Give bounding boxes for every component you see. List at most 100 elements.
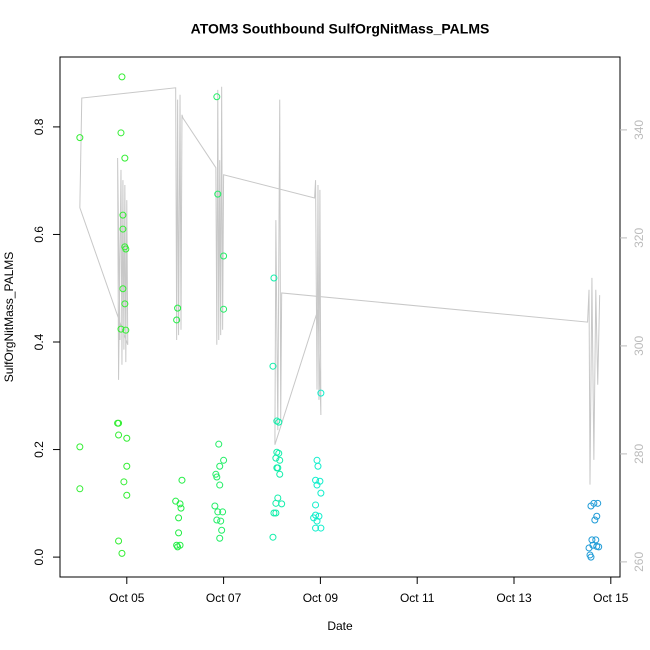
data-point: [211, 502, 219, 510]
data-point: [122, 245, 130, 253]
data-point: [593, 512, 601, 520]
data-point: [270, 509, 278, 517]
data-point: [215, 440, 223, 448]
data-point: [312, 524, 320, 532]
data-point: [216, 462, 224, 470]
data-point: [220, 252, 228, 260]
data-point: [117, 325, 125, 333]
data-point: [272, 454, 280, 462]
plot-frame: [59, 56, 621, 578]
data-point: [177, 504, 185, 512]
data-point: [270, 274, 278, 282]
x-tick-label: Oct 07: [206, 591, 242, 605]
data-point: [117, 129, 125, 137]
data-point: [588, 536, 596, 544]
data-point: [587, 502, 595, 510]
data-point: [213, 473, 221, 481]
data-point: [317, 524, 325, 532]
data-point: [175, 529, 183, 537]
y2-tick-label: 300: [632, 336, 646, 356]
y2-tick-label: 260: [632, 552, 646, 572]
data-point: [120, 478, 128, 486]
data-point: [274, 464, 282, 472]
data-point: [594, 499, 602, 507]
data-point: [175, 514, 183, 522]
data-point: [269, 362, 277, 370]
data-point: [220, 456, 228, 464]
data-point: [317, 489, 325, 497]
data-point: [313, 456, 321, 464]
data-point: [123, 434, 131, 442]
data-point: [115, 431, 123, 439]
data-point: [592, 536, 600, 544]
data-point: [119, 285, 127, 293]
y-tick-label: 0.4: [32, 333, 46, 350]
data-point: [312, 476, 320, 484]
data-point: [591, 516, 599, 524]
data-point: [276, 470, 284, 478]
data-point: [218, 526, 226, 534]
y-axis-label: SulfOrgNitMass_PALMS: [2, 252, 16, 382]
data-point: [216, 534, 224, 542]
data-point: [172, 497, 180, 505]
data-point: [269, 533, 277, 541]
x-tick-label: Oct 09: [303, 591, 339, 605]
data-point: [173, 316, 181, 324]
data-point: [178, 476, 186, 484]
data-point: [118, 549, 126, 557]
data-point: [313, 481, 321, 489]
data-point: [115, 419, 123, 427]
y2-tick-label: 280: [632, 444, 646, 464]
data-point: [121, 154, 129, 162]
x-tick-label: Oct 13: [496, 591, 532, 605]
y-tick-label: 0.2: [32, 441, 46, 458]
data-point: [76, 485, 84, 493]
data-point: [118, 73, 126, 81]
data-point: [276, 456, 284, 464]
x-axis-label: Date: [327, 619, 353, 633]
data-point: [275, 418, 283, 426]
data-point: [313, 517, 321, 525]
data-point: [76, 134, 84, 142]
data-point: [595, 543, 603, 551]
y-tick-label: 0.0: [32, 548, 46, 565]
data-point: [220, 305, 228, 313]
y2-tick-label: 320: [632, 228, 646, 248]
data-point: [219, 508, 227, 516]
data-point: [213, 516, 221, 524]
y-tick-label: 0.6: [32, 226, 46, 243]
data-point: [314, 462, 322, 470]
data-point: [123, 491, 131, 499]
data-point: [216, 481, 224, 489]
data-point: [122, 326, 130, 334]
data-point: [214, 508, 222, 516]
data-point: [217, 517, 225, 525]
x-tick-label: Oct 15: [593, 591, 629, 605]
data-point: [173, 541, 181, 549]
data-point: [272, 499, 280, 507]
data-point: [115, 537, 123, 545]
y-tick-label: 0.8: [32, 118, 46, 135]
y2-tick-label: 340: [632, 120, 646, 140]
x-tick-label: Oct 05: [109, 591, 145, 605]
data-point: [317, 389, 325, 397]
data-point: [119, 225, 127, 233]
data-point: [121, 300, 129, 308]
data-point: [272, 509, 280, 517]
x-tick-label: Oct 11: [400, 591, 435, 605]
data-point: [213, 93, 221, 101]
data-point: [174, 543, 182, 551]
data-point: [278, 500, 286, 508]
data-point: [176, 500, 184, 508]
data-line: [79, 86, 601, 485]
data-point: [174, 304, 182, 312]
data-point: [119, 211, 127, 219]
data-point: [214, 190, 222, 198]
data-point: [123, 462, 131, 470]
data-point: [587, 553, 595, 561]
data-point: [76, 443, 84, 451]
data-point: [312, 501, 320, 509]
chart-title: ATOM3 Southbound SulfOrgNitMass_PALMS: [191, 21, 490, 37]
